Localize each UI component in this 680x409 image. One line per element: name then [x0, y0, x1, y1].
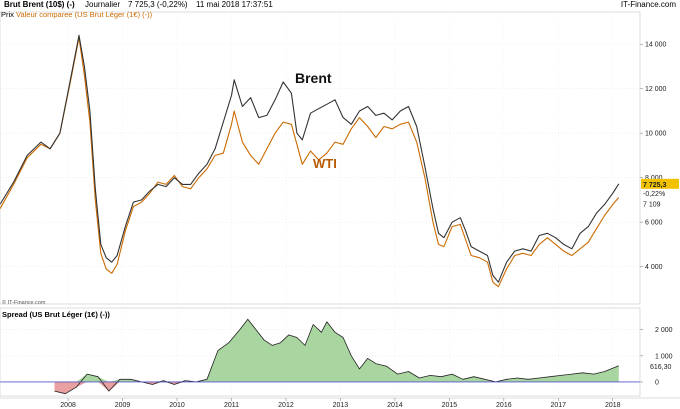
x-tick-label: 2012 — [278, 402, 294, 409]
x-tick-label: 2014 — [387, 402, 403, 409]
chart-header: Brut Brent (10$) (-) Journalier 7 725,3 … — [0, 0, 680, 11]
spread-area — [0, 318, 640, 395]
axes: 4 000 6 000 8 000 10 000 12 000 14 000 0 1 000 2… — [0, 11, 680, 409]
brent-annotation: Brent — [295, 70, 332, 86]
spread-value-badge: 616,30 — [650, 364, 672, 371]
change-badge: -0,22% — [643, 191, 665, 198]
main-y-tick-label: 4 000 — [645, 264, 663, 271]
period-label[interactable]: Journalier — [85, 0, 121, 9]
x-tick-label: 2013 — [333, 402, 349, 409]
quote-datetime: 11 mai 2018 17:37:51 — [196, 0, 273, 9]
wti-annotation: WTI — [313, 156, 337, 171]
last-price-badge-bg — [641, 178, 679, 189]
x-tick-label: 2011 — [224, 402, 239, 409]
spread-title: Spread (US Brut Léger (1€) (-)) — [2, 310, 110, 319]
spread-y-tick-label: 1 000 — [655, 353, 673, 360]
last-quote: 7 725,3 (-0,22%) — [128, 0, 188, 9]
spread-negative-fill — [54, 381, 619, 394]
compare-label: Valeur comparee (US Brut Léger (1€) (-)) — [16, 10, 153, 19]
main-y-tick-label: 10 000 — [645, 131, 667, 138]
price-label: Prix — [1, 10, 14, 19]
main-y-tick-label: 6 000 — [645, 220, 663, 227]
x-tick-label: 2017 — [551, 402, 567, 409]
wti-line — [0, 37, 620, 288]
main-y-tick-label: 12 000 — [645, 86, 667, 93]
instrument-name: Brut Brent (10$) (-) — [4, 0, 75, 9]
grid — [0, 12, 640, 395]
x-tick-label: 2009 — [115, 402, 131, 409]
last-price-badge: 7 725,3 — [643, 182, 666, 189]
x-tick-label: 2008 — [60, 402, 76, 409]
spread-panel-frame — [0, 307, 641, 397]
x-tick-label: 2015 — [442, 402, 458, 409]
copyright: © IT-Finance.com — [2, 300, 46, 306]
wti-series — [0, 37, 620, 288]
brent-series — [0, 34, 620, 283]
brand-label[interactable]: IT-Finance.com — [620, 0, 676, 9]
spread-line — [54, 318, 619, 395]
main-y-tick-label: 8 000 — [645, 175, 663, 182]
legend-subheader: Prix Valeur comparee (US Brut Léger (1€)… — [1, 10, 152, 19]
compare-price-badge: 7 109 — [643, 201, 661, 208]
main-y-tick-label: 14 000 — [645, 42, 667, 49]
brent-line — [0, 34, 620, 283]
spread-y-tick-label: 0 — [655, 379, 659, 386]
spread-y-tick-label: 2 000 — [655, 327, 673, 334]
x-tick-label: 2018 — [605, 402, 621, 409]
main-panel-frame — [0, 11, 641, 305]
spread-positive-fill — [54, 319, 619, 382]
x-tick-label: 2016 — [496, 402, 512, 409]
price-badges: 7 725,3 -0,22% 7 109 616,30 — [641, 178, 679, 371]
x-tick-label: 2010 — [169, 402, 185, 409]
